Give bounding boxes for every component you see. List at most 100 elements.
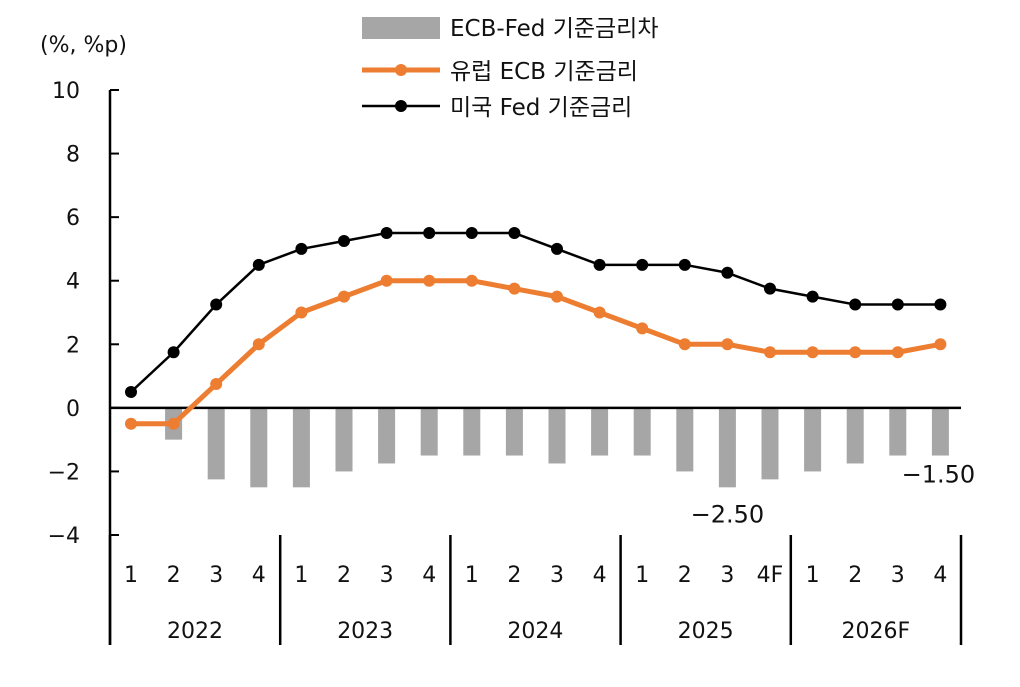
line-series-1 <box>131 278 941 427</box>
point-1-9 <box>508 282 521 295</box>
point-1-3 <box>252 338 265 351</box>
point-2-2 <box>210 298 223 311</box>
x-tick-label: 4 <box>933 563 947 588</box>
data-label: −2.50 <box>691 500 765 528</box>
bar-16 <box>804 407 822 472</box>
y-tick-label: 4 <box>66 270 80 295</box>
x-tick-label: 3 <box>209 563 223 588</box>
y-tick-label: 2 <box>66 333 80 358</box>
x-tick-label: 1 <box>124 563 138 588</box>
point-2-12 <box>636 258 649 271</box>
point-1-1 <box>167 417 180 430</box>
bar-7 <box>420 407 438 456</box>
bar-6 <box>378 407 396 464</box>
bar-14 <box>718 407 736 488</box>
x-group-label: 2023 <box>337 619 393 644</box>
x-tick-label: 2 <box>848 563 862 588</box>
y-tick-label: 10 <box>52 79 80 104</box>
point-2-15 <box>764 282 776 295</box>
legend-label: ECB-Fed 기준금리차 <box>450 16 659 42</box>
point-2-9 <box>508 227 521 240</box>
point-1-5 <box>338 290 350 303</box>
data-label: −1.50 <box>902 461 976 489</box>
point-1-17 <box>849 346 862 359</box>
point-2-18 <box>891 298 904 311</box>
point-1-18 <box>891 346 904 359</box>
y-tick-label: 8 <box>66 143 80 168</box>
x-tick-label: 3 <box>380 563 394 588</box>
point-2-11 <box>593 258 606 271</box>
point-1-0 <box>125 417 137 430</box>
bar-19 <box>931 407 949 456</box>
point-1-8 <box>465 274 478 287</box>
point-2-13 <box>678 258 691 271</box>
bar-5 <box>335 407 353 472</box>
legend-marker <box>395 64 407 76</box>
y-axis-label: (%, %p) <box>40 33 127 58</box>
x-tick-label: 4 <box>252 563 266 588</box>
point-1-12 <box>636 322 649 335</box>
bar-12 <box>633 407 651 456</box>
bar-11 <box>591 407 609 456</box>
bar-4 <box>292 407 310 488</box>
point-1-10 <box>551 290 563 303</box>
y-tick-label: 0 <box>66 397 80 422</box>
x-tick-label: 1 <box>294 563 308 588</box>
x-tick-label: 2 <box>167 563 181 588</box>
legend-marker <box>395 100 407 112</box>
bar-3 <box>250 407 268 488</box>
point-2-16 <box>806 290 819 303</box>
bar-8 <box>463 407 481 456</box>
point-1-19 <box>934 338 947 351</box>
y-tick-label: −2 <box>48 460 80 485</box>
point-2-8 <box>465 227 478 240</box>
x-tick-label: 1 <box>806 563 820 588</box>
y-tick-label: −4 <box>48 524 80 549</box>
x-group-label: 2024 <box>507 619 563 644</box>
line-series-2 <box>130 231 941 393</box>
point-1-11 <box>593 306 606 319</box>
bar-17 <box>846 407 864 464</box>
legend-label: 유럽 ECB 기준금리 <box>450 59 638 85</box>
legend-label: 미국 Fed 기준금리 <box>450 95 632 121</box>
bar-9 <box>505 407 523 456</box>
legend-swatch-bar <box>362 17 440 39</box>
point-2-17 <box>849 298 862 311</box>
x-tick-label: 1 <box>635 563 649 588</box>
x-tick-label: 3 <box>550 563 564 588</box>
point-1-4 <box>295 306 308 319</box>
x-tick-label: 3 <box>891 563 905 588</box>
x-tick-label: 1 <box>465 563 479 588</box>
bar-15 <box>761 407 779 480</box>
bar-18 <box>889 407 907 456</box>
x-group-label: 2022 <box>167 619 223 644</box>
y-tick-label: 6 <box>66 206 80 231</box>
bar-10 <box>548 407 566 464</box>
x-group-label: 2026F <box>841 619 910 644</box>
bar-13 <box>676 407 694 472</box>
bar-2 <box>207 407 225 480</box>
point-1-13 <box>678 338 691 351</box>
x-tick-label: 3 <box>720 563 734 588</box>
point-1-16 <box>806 346 819 359</box>
x-tick-label: 4F <box>757 563 784 588</box>
point-1-7 <box>423 274 436 287</box>
point-1-15 <box>764 346 776 359</box>
point-2-4 <box>295 242 308 255</box>
point-2-6 <box>380 227 393 240</box>
x-group-label: 2025 <box>678 619 734 644</box>
point-1-2 <box>210 378 223 391</box>
x-tick-label: 2 <box>337 563 351 588</box>
x-tick-label: 2 <box>678 563 692 588</box>
point-2-3 <box>252 258 265 271</box>
point-2-14 <box>721 266 734 279</box>
x-tick-label: 2 <box>507 563 521 588</box>
x-tick-label: 4 <box>422 563 436 588</box>
point-2-1 <box>167 346 180 359</box>
point-2-5 <box>338 234 350 247</box>
point-2-7 <box>423 227 436 240</box>
point-2-10 <box>551 242 563 255</box>
point-1-6 <box>380 274 393 287</box>
